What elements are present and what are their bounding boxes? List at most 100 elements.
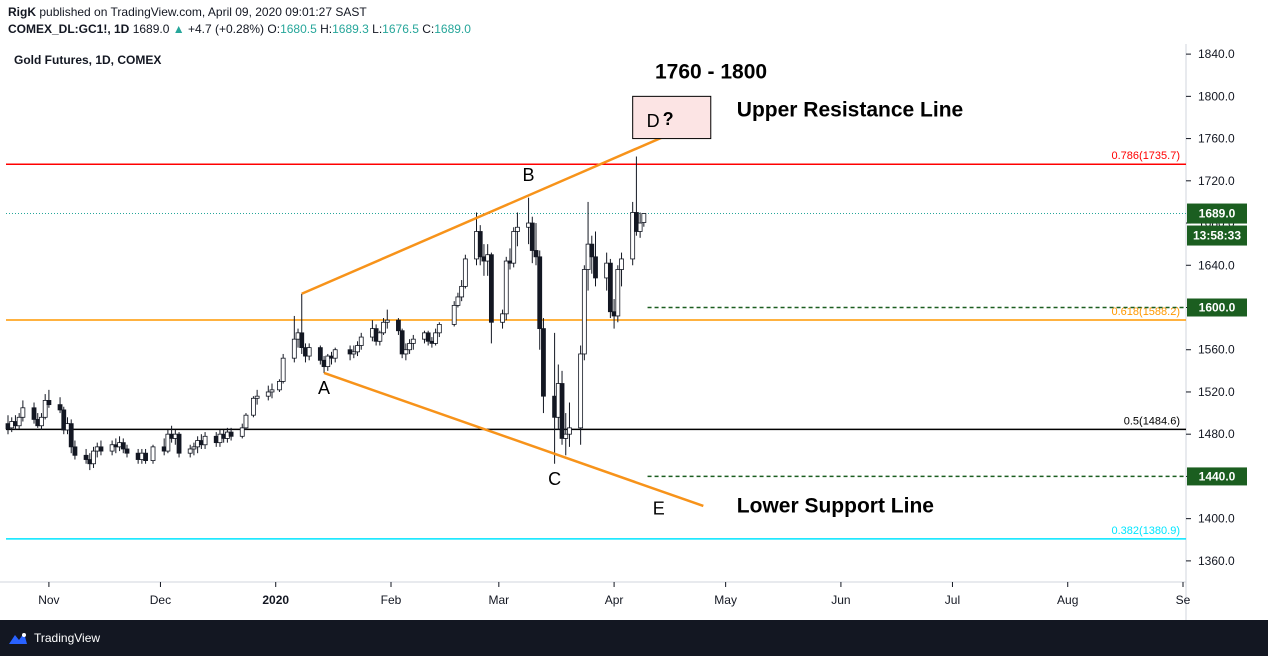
price-chart[interactable]: Gold Futures, 1D, COMEX 1360.0 1400.0 1440.… <box>0 44 1268 620</box>
tradingview-logo-icon <box>9 633 27 644</box>
low-label: L: <box>372 22 383 36</box>
fib-level-label: 0.786(1735.7) <box>1112 150 1181 162</box>
candle-body <box>16 416 22 427</box>
candle-body <box>619 258 624 270</box>
candle-body <box>581 269 587 355</box>
candle-body <box>254 395 260 399</box>
candle-body <box>299 332 305 349</box>
candle-body <box>529 222 535 251</box>
level-price-box <box>1187 298 1247 317</box>
candle-body <box>306 347 312 357</box>
candle-body <box>381 321 386 334</box>
candle-body <box>511 231 517 264</box>
candle-body <box>500 313 505 323</box>
candle-body <box>355 345 360 353</box>
candle-body <box>384 319 390 323</box>
candle-body <box>120 442 126 450</box>
candle-body <box>637 222 643 232</box>
candle-body <box>533 250 539 258</box>
candle-body <box>410 338 416 344</box>
open-value: 1680.5 <box>280 22 317 36</box>
chart-frame[interactable]: Gold Futures, 1D, COMEX 1360.0 1400.0 1440.… <box>0 44 1268 620</box>
candle-body <box>280 357 286 382</box>
fib-level-label: 0.5(1484.6) <box>1124 415 1180 427</box>
candle-body <box>358 336 364 346</box>
candle-body <box>589 243 595 258</box>
close-value: 1689.0 <box>434 22 471 36</box>
x-tick-label: Mar <box>488 593 509 607</box>
y-tick-label: 1400.0 <box>1198 512 1235 526</box>
candle-body <box>98 446 104 452</box>
candle-body <box>455 296 461 306</box>
footer-bar: TradingView <box>0 620 1268 656</box>
candle-body <box>124 448 130 454</box>
candle-body <box>243 414 249 429</box>
candle-body <box>165 433 171 452</box>
x-tick-label: Apr <box>605 593 624 607</box>
candle-body <box>396 319 401 332</box>
candle-body <box>20 407 26 418</box>
x-tick-label: 2020 <box>262 593 289 607</box>
candle-body <box>634 212 639 232</box>
candle-body <box>39 416 44 427</box>
publisher-name[interactable]: RigK <box>8 5 36 19</box>
candle-body <box>109 444 115 452</box>
high-label: H: <box>320 22 333 36</box>
candle-body <box>559 383 565 439</box>
candle-body <box>61 409 67 431</box>
candle-body <box>593 256 598 279</box>
wave-point-label: B <box>523 165 535 185</box>
candle-body <box>567 427 572 435</box>
candle-body <box>407 342 412 351</box>
level-price-label: 1440.0 <box>1199 469 1236 483</box>
x-tick-label: Jun <box>831 593 850 607</box>
wave-point-label: C <box>548 469 561 489</box>
last-price-box-label: 1689.0 <box>1199 207 1236 221</box>
x-tick-label: Se <box>1176 593 1191 607</box>
x-tick-label: Jul <box>945 593 960 607</box>
candle-body <box>269 389 275 393</box>
chart-annotation: 1760 - 1800 <box>655 60 767 83</box>
candle-body <box>83 454 89 460</box>
target-zone-question: ? <box>663 109 674 129</box>
candle-body <box>615 269 621 317</box>
candle-body <box>541 328 546 397</box>
chart-annotation: Lower Support Line <box>737 494 934 517</box>
fib-level-label: 0.382(1380.9) <box>1112 525 1181 537</box>
candle-body <box>228 431 234 437</box>
candle-body <box>191 446 197 450</box>
candle-body <box>433 332 439 344</box>
candle-body <box>436 323 442 334</box>
symbol-line: COMEX_DL:GC1!, 1D 1689.0 ▲ +4.7 (+0.28%)… <box>8 22 471 36</box>
wave-point-label: E <box>653 498 665 518</box>
publication-header: RigK published on TradingView.com, April… <box>0 0 1268 40</box>
x-tick-label: May <box>714 593 737 607</box>
candle-body <box>91 450 96 465</box>
x-tick-label: Nov <box>38 593 59 607</box>
candle-body <box>143 452 148 461</box>
high-value: 1689.3 <box>332 22 369 36</box>
candle-body <box>325 355 331 368</box>
candle-body <box>630 212 636 260</box>
candle-body <box>317 347 323 361</box>
tradingview-brand[interactable]: TradingView <box>8 629 100 647</box>
candle-body <box>187 448 193 454</box>
y-tick-label: 1760.0 <box>1198 132 1235 146</box>
x-tick-label: Dec <box>150 593 171 607</box>
last-price: 1689.0 <box>132 22 170 36</box>
candle-body <box>351 351 357 355</box>
candle-body <box>291 338 297 359</box>
candle-body <box>399 330 405 355</box>
candle-body <box>451 304 457 325</box>
low-value: 1676.5 <box>382 22 419 36</box>
y-tick-label: 1720.0 <box>1198 174 1235 188</box>
y-tick-label: 1560.0 <box>1198 343 1235 357</box>
candle-body <box>251 397 256 416</box>
candle-body <box>150 446 156 461</box>
candle-body <box>563 433 569 439</box>
candle-body <box>239 427 245 437</box>
countdown-label: 13:58:33 <box>1193 229 1241 243</box>
y-tick-label: 1640.0 <box>1198 258 1235 272</box>
candle-body <box>462 258 468 287</box>
candle-body <box>515 226 520 232</box>
